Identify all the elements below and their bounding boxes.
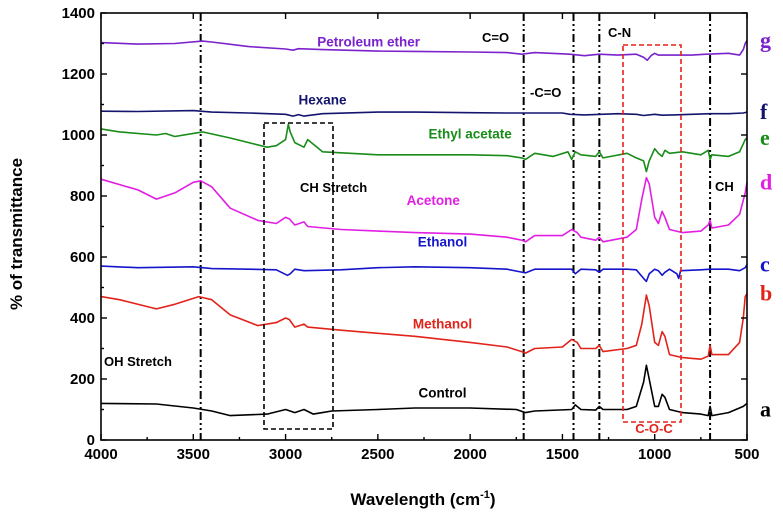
x-tick-label-500: 500 (734, 446, 759, 463)
series-line-d (100, 176, 748, 243)
x-tick-label-3500: 3500 (177, 446, 210, 463)
y-tick-label-0: 0 (87, 432, 95, 449)
x-tick-label-1000: 1000 (638, 446, 671, 463)
y-tick-label-1000: 1000 (62, 127, 95, 144)
series-letter-b: b (760, 281, 772, 306)
x-tick-label-2500: 2500 (361, 446, 394, 463)
annotation-minus-c-eq-o: -C=O (530, 85, 561, 100)
series-letter-d: d (760, 169, 772, 194)
annotation-ch-stretch: CH Stretch (300, 180, 367, 195)
y-axis-title: % of transmittance (7, 158, 26, 310)
y-tick-label-600: 600 (70, 249, 95, 266)
series-letter-g: g (760, 27, 771, 52)
series-line-b (100, 293, 748, 360)
series-label-a: Control (418, 385, 466, 400)
series-label-d: Acetone (407, 193, 461, 208)
series-label-c: Ethanol (418, 234, 468, 249)
x-axis-title: Wavelength (cm-1) (350, 489, 495, 509)
series-label-f: Hexane (298, 93, 347, 108)
y-tick-label-400: 400 (70, 310, 95, 327)
x-tick-label-3000: 3000 (269, 446, 302, 463)
series-line-g (100, 39, 748, 62)
series-line-f (100, 109, 748, 117)
y-tick-label-1200: 1200 (62, 66, 95, 83)
series-letter-c: c (760, 252, 770, 277)
c-o-c-box (622, 44, 682, 423)
series-line-c (100, 264, 748, 283)
series-line-a (100, 364, 748, 417)
annotation-c-o-c: C-O-C (635, 421, 673, 436)
series-label-e: Ethyl acetate (428, 127, 512, 142)
series-label-g: Petroleum ether (317, 35, 421, 50)
series-letter-e: e (760, 125, 770, 150)
annotation-oh-stretch: OH Stretch (104, 354, 172, 369)
x-tick-label-4000: 4000 (84, 446, 117, 463)
annotation-c-n: C-N (608, 25, 631, 40)
annotation-ch: CH (715, 179, 734, 194)
ch-stretch-box (263, 122, 334, 430)
x-axis-title-close: ) (490, 490, 496, 509)
y-tick-label-200: 200 (70, 371, 95, 388)
series-line-e (100, 123, 748, 173)
series-letter-a: a (760, 397, 771, 422)
y-tick-label-800: 800 (70, 188, 95, 205)
annotation-c-eq-o: C=O (482, 30, 509, 45)
y-tick-label-1400: 1400 (62, 5, 95, 22)
x-axis-title-main: Wavelength (cm (350, 490, 480, 509)
series-label-b: Methanol (413, 317, 472, 332)
x-tick-label-2000: 2000 (453, 446, 486, 463)
plot-area: Control a Methanol b Ethanol c Acetone d Ethyl a… (62, 5, 773, 463)
plot-frame (100, 12, 748, 441)
x-tick-label-1500: 1500 (546, 446, 579, 463)
x-axis-title-sup: -1 (480, 489, 490, 501)
series-letter-f: f (760, 99, 768, 124)
